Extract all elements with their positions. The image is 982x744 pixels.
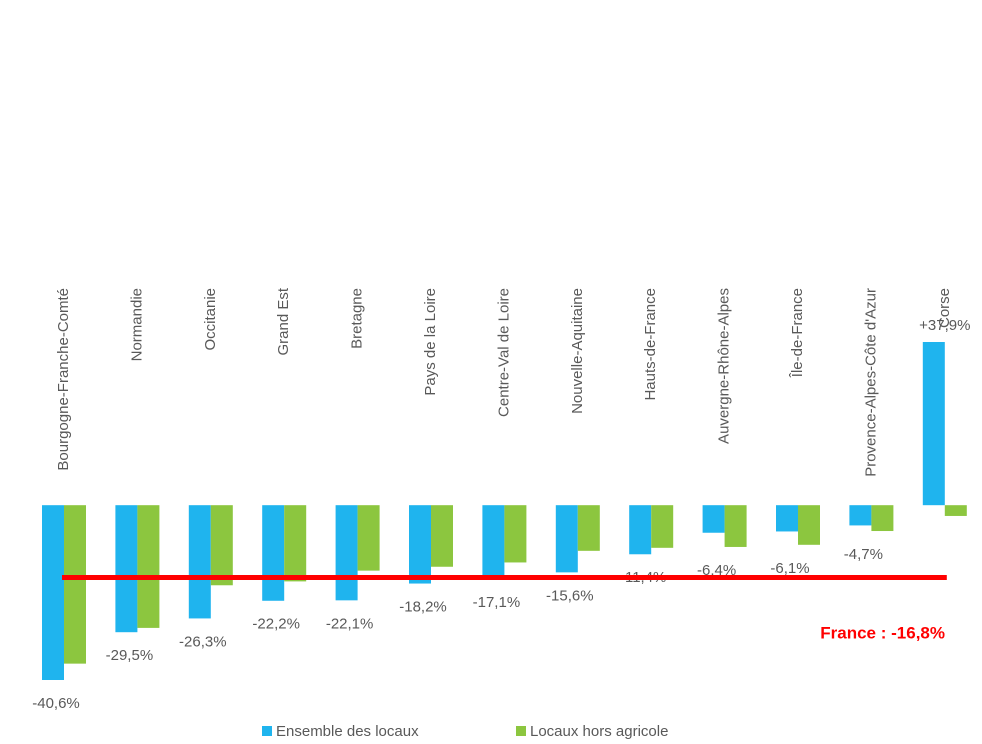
bar: [504, 505, 527, 563]
bar: [409, 505, 431, 584]
bar: [482, 505, 505, 579]
category-label: Occitanie: [202, 288, 219, 351]
bar: [42, 505, 64, 680]
category-label: Provence-Alpes-Côte d'Azur: [862, 288, 879, 477]
category-label: Auvergne-Rhône-Alpes: [716, 288, 733, 444]
category-label: Île-de-France: [789, 288, 806, 378]
category-label: Pays de la Loire: [422, 288, 439, 396]
bar: [555, 505, 578, 573]
data-label: +37,9%: [919, 317, 970, 334]
data-label: -26,3%: [179, 633, 227, 650]
bar: [724, 505, 747, 547]
data-label: -4,7%: [844, 546, 883, 563]
data-label: -15,6%: [546, 587, 594, 604]
legend-swatch: [262, 726, 272, 736]
data-label: -22,1%: [326, 615, 374, 632]
category-label: Nouvelle-Aquitaine: [569, 288, 586, 414]
bar: [849, 505, 872, 526]
bar: [64, 505, 86, 664]
bar: [188, 505, 211, 619]
bar: [944, 505, 967, 516]
data-label: -6,1%: [770, 560, 809, 577]
data-label: -40,6%: [32, 695, 80, 712]
data-label: -6,4%: [697, 562, 736, 579]
bar: [577, 505, 600, 551]
bar: [335, 505, 358, 601]
category-label: Corse: [936, 288, 953, 328]
bar: [210, 505, 233, 586]
bar: [284, 505, 307, 582]
bar: [431, 505, 453, 567]
category-label: Bretagne: [349, 288, 366, 349]
bar: [262, 505, 285, 601]
bar: [776, 505, 798, 532]
bar: [629, 505, 652, 555]
bar: [651, 505, 674, 548]
legend-swatch: [516, 726, 526, 736]
bar: [137, 505, 160, 628]
data-label: -29,5%: [106, 647, 154, 664]
data-label: -17,1%: [473, 594, 521, 611]
legend-label: Locaux hors agricole: [530, 723, 668, 740]
legend-label: Ensemble des locaux: [276, 723, 419, 740]
bar: [115, 505, 138, 633]
data-label: -22,2%: [252, 616, 300, 633]
category-label: Centre-Val de Loire: [495, 288, 512, 417]
category-label: Hauts-de-France: [642, 288, 659, 401]
reference-label: France : -16,8%: [820, 623, 945, 642]
bar: [798, 505, 820, 545]
category-label: Normandie: [128, 288, 145, 361]
category-label: Bourgogne-Franche-Comté: [55, 288, 72, 471]
bar: [871, 505, 894, 532]
bar: [922, 342, 945, 506]
bar: [357, 505, 380, 571]
data-label: -18,2%: [399, 599, 447, 616]
bar: [702, 505, 725, 533]
category-label: Grand Est: [275, 287, 292, 355]
